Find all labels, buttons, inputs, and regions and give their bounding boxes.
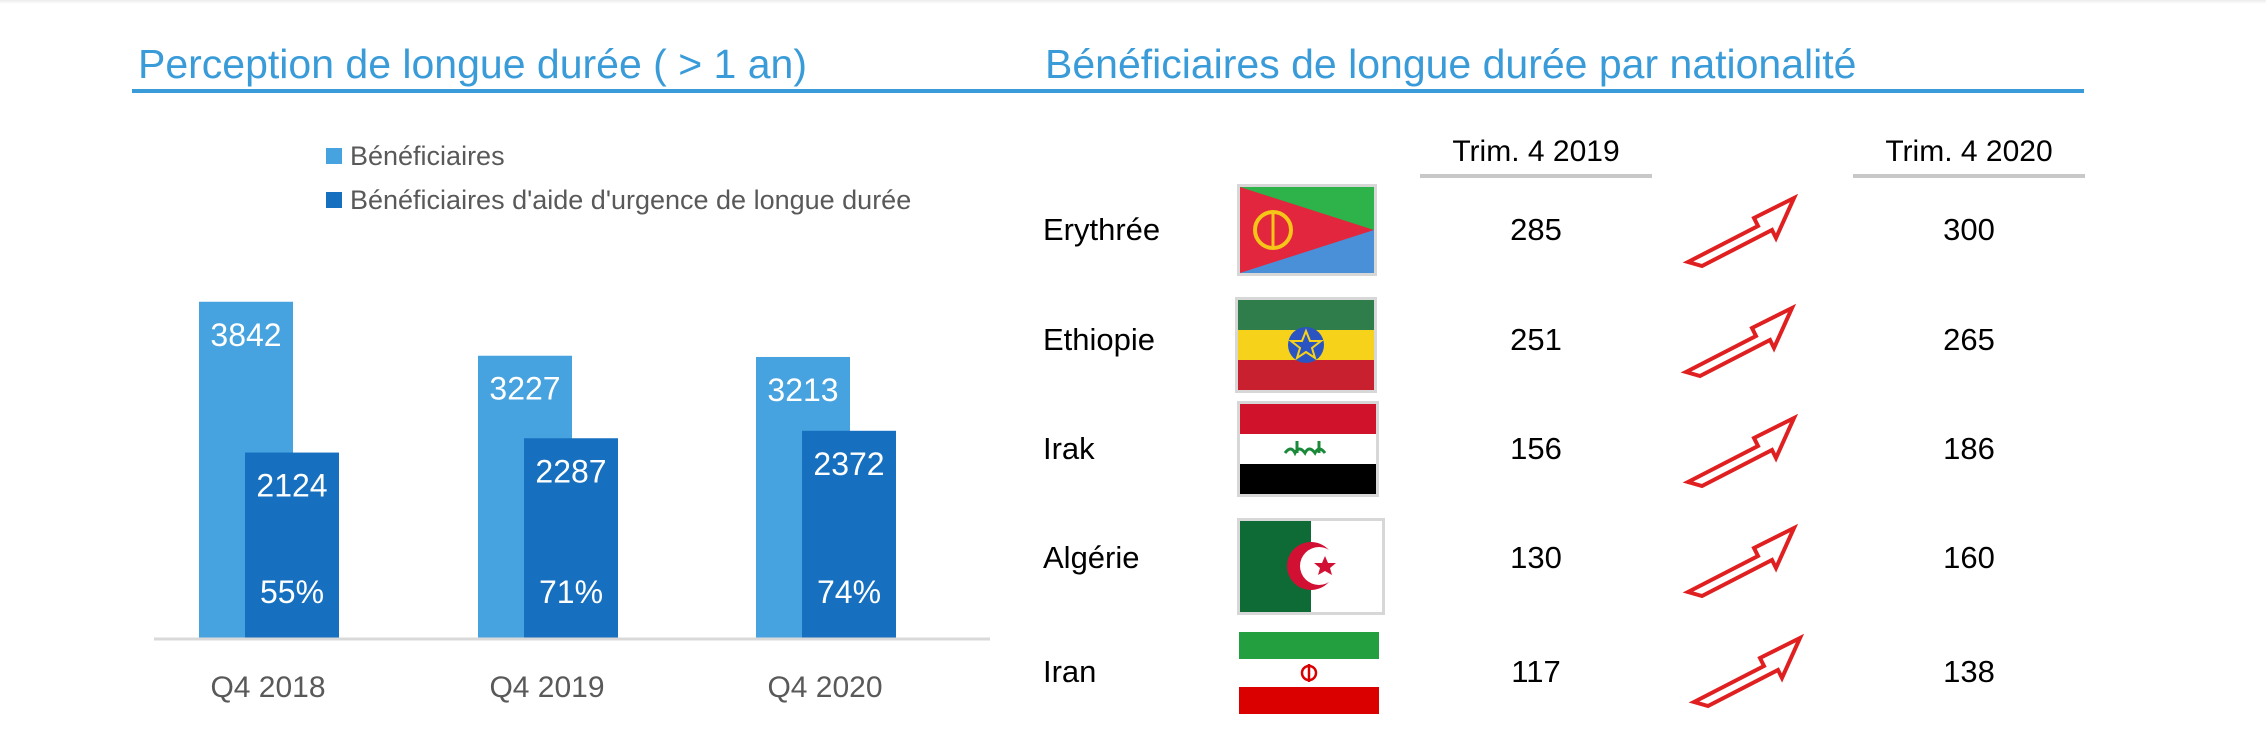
legend-swatch-beneficiaires xyxy=(326,148,342,164)
value-2020: 300 xyxy=(1943,212,1995,247)
column-header-2020: Trim. 4 2020 xyxy=(1853,132,2085,178)
up-arrow-icon xyxy=(1688,633,1805,709)
ethiopia-flag xyxy=(1235,297,1377,393)
value-2020: 186 xyxy=(1943,431,1995,466)
data-label-urgence: 2124 xyxy=(256,468,327,504)
x-tick-label: Q4 2018 xyxy=(210,671,325,704)
x-tick-label: Q4 2020 xyxy=(767,671,882,704)
legend-label-urgence: Bénéficiaires d'aide d'urgence de longue… xyxy=(350,185,912,215)
country-name: Iran xyxy=(1043,654,1097,689)
column-header-2019: Trim. 4 2019 xyxy=(1420,132,1652,178)
data-label-beneficiaires: 3213 xyxy=(767,372,838,408)
data-label-urgence: 2372 xyxy=(813,446,884,482)
country-name: Irak xyxy=(1043,431,1095,466)
title-underline xyxy=(132,89,2084,93)
iraq-flag xyxy=(1237,401,1379,497)
value-2019: 156 xyxy=(1510,431,1562,466)
bar-chart: 3842 2124 55% Q4 2018 3227 2287 71% Q4 2019 3213… xyxy=(154,301,990,704)
top-shade xyxy=(0,0,2266,4)
value-2019: 117 xyxy=(1511,654,1561,689)
up-arrow-icon xyxy=(1682,523,1799,599)
value-2020: 265 xyxy=(1943,322,1995,357)
country-name: Ethiopie xyxy=(1043,322,1156,357)
algeria-flag xyxy=(1237,518,1385,615)
value-2020: 160 xyxy=(1943,540,1995,575)
bar-urgence xyxy=(802,430,896,639)
bar-urgence xyxy=(245,452,339,639)
value-2019: 130 xyxy=(1510,540,1562,575)
country-name: Algérie xyxy=(1043,540,1140,575)
x-tick-label: Q4 2019 xyxy=(489,671,604,704)
value-2019: 251 xyxy=(1510,322,1562,357)
up-arrow-icon xyxy=(1682,193,1799,269)
data-label-share: 71% xyxy=(539,574,603,610)
legend-label-beneficiaires: Bénéficiaires xyxy=(350,141,505,171)
data-label-share: 74% xyxy=(817,574,881,610)
data-label-beneficiaires: 3227 xyxy=(489,371,560,407)
data-label-beneficiaires: 3842 xyxy=(210,317,281,353)
bar-urgence xyxy=(524,438,618,639)
iran-flag xyxy=(1239,632,1379,714)
eritrea-flag xyxy=(1237,184,1377,276)
data-label-share: 55% xyxy=(260,574,324,610)
up-arrow-icon xyxy=(1680,303,1797,379)
right-panel-title: Bénéficiaires de longue durée par nation… xyxy=(1045,41,1857,87)
legend-swatch-urgence xyxy=(326,192,342,208)
country-name: Erythrée xyxy=(1043,212,1161,247)
data-label-urgence: 2287 xyxy=(535,453,606,489)
up-arrow-icon xyxy=(1682,413,1799,489)
value-2020: 138 xyxy=(1943,654,1995,689)
left-panel-title: Perception de longue durée ( > 1 an) xyxy=(138,41,807,87)
value-2019: 285 xyxy=(1510,212,1562,247)
